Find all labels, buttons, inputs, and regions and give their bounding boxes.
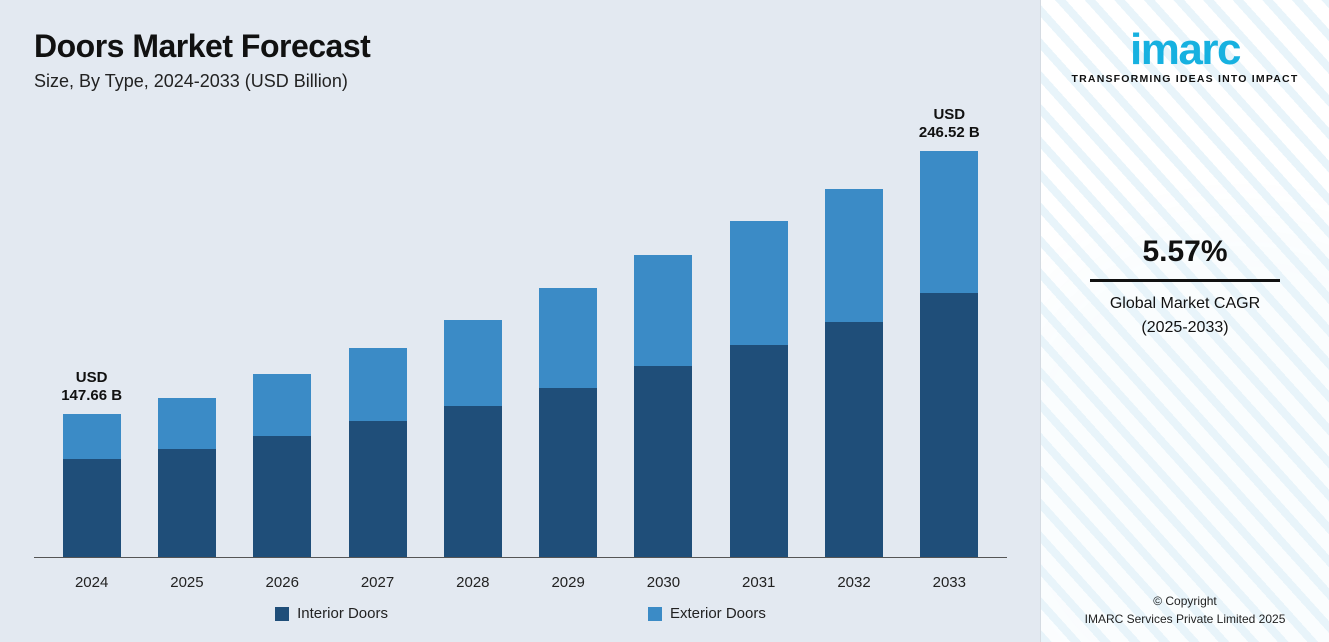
segment-interior xyxy=(730,345,788,558)
bar-stack xyxy=(920,151,978,558)
side-panel: imarc TRANSFORMING IDEAS INTO IMPACT 5.5… xyxy=(1041,0,1329,642)
segment-interior xyxy=(539,388,597,558)
legend-label-interior: Interior Doors xyxy=(297,605,388,622)
legend: Interior Doors Exterior Doors xyxy=(34,605,1007,622)
cagr-value: 5.57% xyxy=(1090,235,1280,275)
legend-swatch-interior xyxy=(275,607,289,621)
bar-column xyxy=(139,122,234,558)
x-axis-label: 2030 xyxy=(616,574,711,591)
bar-stack xyxy=(634,255,692,558)
segment-interior xyxy=(634,366,692,558)
segment-interior xyxy=(920,293,978,558)
x-axis-label: 2026 xyxy=(235,574,330,591)
segment-exterior xyxy=(825,189,883,321)
segment-exterior xyxy=(444,320,502,406)
cagr-rule xyxy=(1090,279,1280,282)
bar-stack xyxy=(63,414,121,558)
segment-interior xyxy=(825,322,883,559)
copyright-notice: © Copyright IMARC Services Private Limit… xyxy=(1041,592,1329,628)
x-axis-label: 2028 xyxy=(425,574,520,591)
segment-exterior xyxy=(158,398,216,449)
segment-exterior xyxy=(349,348,407,421)
bar-stack xyxy=(730,221,788,558)
chart-subtitle: Size, By Type, 2024-2033 (USD Billion) xyxy=(34,71,1007,92)
segment-interior xyxy=(158,449,216,558)
x-axis-label: 2029 xyxy=(520,574,615,591)
x-axis-labels: 2024202520262027202820292030203120322033 xyxy=(34,574,1007,591)
bar-stack xyxy=(349,348,407,558)
segment-interior xyxy=(253,436,311,558)
segment-interior xyxy=(349,421,407,558)
x-axis-label: 2025 xyxy=(139,574,234,591)
cagr-label: Global Market CAGR (2025-2033) xyxy=(1090,292,1280,340)
bar-column: USD246.52 B xyxy=(902,122,997,558)
bar-column xyxy=(330,122,425,558)
bar-stack xyxy=(825,189,883,558)
imarc-logo: imarc xyxy=(1130,30,1240,70)
bar-column xyxy=(235,122,330,558)
bar-stack xyxy=(444,320,502,558)
x-axis-label: 2024 xyxy=(44,574,139,591)
segment-interior xyxy=(63,459,121,558)
bar-column xyxy=(425,122,520,558)
x-axis-label: 2033 xyxy=(902,574,997,591)
chart-panel: Doors Market Forecast Size, By Type, 202… xyxy=(0,0,1041,642)
bar-column: USD147.66 B xyxy=(44,122,139,558)
bar-column xyxy=(520,122,615,558)
bar-column xyxy=(711,122,806,558)
bar-annotation: USD147.66 B xyxy=(47,369,137,407)
bars-container: USD147.66 B USD246.52 B xyxy=(34,122,1007,558)
segment-exterior xyxy=(539,288,597,387)
logo-tagline: TRANSFORMING IDEAS INTO IMPACT xyxy=(1072,73,1299,85)
plot-area: USD147.66 B USD246.52 B xyxy=(34,122,1007,558)
segment-exterior xyxy=(253,374,311,435)
x-axis-label: 2027 xyxy=(330,574,425,591)
bar-stack xyxy=(158,398,216,558)
bar-stack xyxy=(539,288,597,558)
legend-item-interior: Interior Doors xyxy=(275,605,388,622)
x-axis-label: 2032 xyxy=(806,574,901,591)
bar-annotation: USD246.52 B xyxy=(904,106,994,144)
bar-column xyxy=(806,122,901,558)
segment-interior xyxy=(444,406,502,558)
legend-item-exterior: Exterior Doors xyxy=(648,605,766,622)
segment-exterior xyxy=(634,255,692,366)
segment-exterior xyxy=(730,221,788,345)
segment-exterior xyxy=(920,151,978,293)
bar-stack xyxy=(253,374,311,558)
bar-column xyxy=(616,122,711,558)
legend-swatch-exterior xyxy=(648,607,662,621)
cagr-block: 5.57% Global Market CAGR (2025-2033) xyxy=(1090,235,1280,340)
segment-exterior xyxy=(63,414,121,459)
chart-title: Doors Market Forecast xyxy=(34,28,1007,65)
legend-label-exterior: Exterior Doors xyxy=(670,605,766,622)
x-axis-baseline xyxy=(34,557,1007,558)
x-axis-label: 2031 xyxy=(711,574,806,591)
